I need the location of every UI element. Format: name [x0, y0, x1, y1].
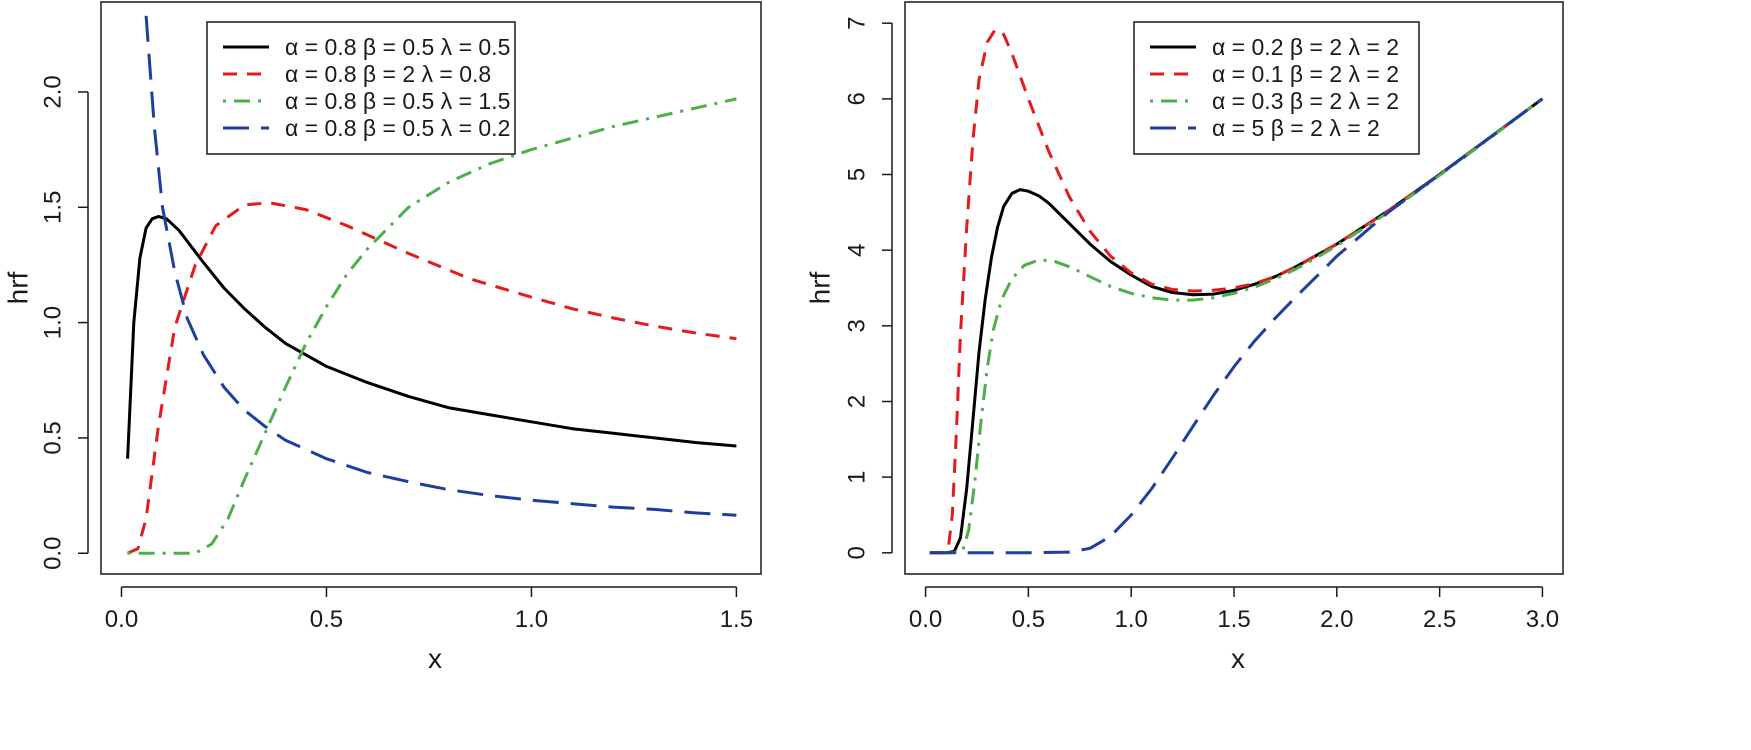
- x-tick-label: 1.5: [1217, 606, 1250, 633]
- series-line-1: [126, 215, 737, 459]
- plot-frame: [100, 1, 762, 575]
- x-tick-label: 0.5: [310, 606, 343, 633]
- legend-label-2: α = 0.8 β = 2 λ = 0.8: [285, 61, 491, 87]
- plot-frame: [904, 1, 1564, 575]
- y-tick-label: 2.0: [39, 75, 66, 108]
- series-group: [126, 15, 737, 555]
- legend-box: [1133, 21, 1420, 155]
- y-tick-label: 3: [843, 319, 870, 332]
- y-axis-label: hrf: [2, 271, 33, 304]
- legend-box: [206, 21, 516, 155]
- legend-label-4: α = 5 β = 2 λ = 2: [1212, 115, 1380, 141]
- legend-label-3: α = 0.8 β = 0.5 λ = 1.5: [285, 88, 510, 114]
- y-tick-label: 0: [843, 546, 870, 559]
- x-tick-label: 2.0: [1320, 606, 1353, 633]
- series-line-3: [929, 97, 1544, 555]
- y-tick-label: 5: [843, 168, 870, 181]
- x-tick-label: 0.5: [1012, 606, 1045, 633]
- y-tick-label: 7: [843, 17, 870, 30]
- legend: α = 0.8 β = 0.5 λ = 0.5α = 0.8 β = 2 λ =…: [206, 21, 516, 155]
- y-tick-label: 4: [843, 243, 870, 256]
- panel-1: 0.0 0.5 1.0 1.5 0.0 0.5 1.0 1.5 2.0 x hrf α = 0.8 β…: [2, 1, 762, 674]
- x-tick-label: 0.0: [909, 606, 942, 633]
- series-line-3: [127, 97, 737, 555]
- legend-label-3: α = 0.3 β = 2 λ = 2: [1212, 88, 1399, 114]
- x-tick-label: 0.0: [105, 606, 138, 633]
- y-tick-label: 6: [843, 92, 870, 105]
- x-axis-label: x: [428, 643, 442, 674]
- panel-2: 0.0 0.5 1.0 1.5 2.0 2.5 3.0 0 1 2 3 4 5 6 7 x hrf α = 0.2…: [804, 1, 1564, 674]
- y-tick-label: 1.0: [39, 306, 66, 339]
- y-tick-label: 0.5: [39, 421, 66, 454]
- series-line-2: [126, 201, 737, 555]
- x-tick-label: 1.0: [1115, 606, 1148, 633]
- legend-label-1: α = 0.2 β = 2 λ = 2: [1212, 34, 1399, 60]
- series-line-4: [144, 15, 737, 517]
- x-axis-label: x: [1231, 643, 1245, 674]
- series-line-4: [929, 97, 1544, 555]
- y-tick-label: 2: [843, 395, 870, 408]
- y-tick-label: 1.5: [39, 191, 66, 224]
- series-line-2: [929, 27, 1544, 555]
- legend-label-2: α = 0.1 β = 2 λ = 2: [1212, 61, 1399, 87]
- y-axis-label: hrf: [804, 271, 835, 304]
- x-tick-label: 2.5: [1423, 606, 1456, 633]
- series-group: [929, 27, 1544, 555]
- legend-label-1: α = 0.8 β = 0.5 λ = 0.5: [285, 34, 510, 60]
- x-tick-label: 3.0: [1526, 606, 1559, 633]
- y-tick-label: 0.0: [39, 537, 66, 570]
- legend-label-4: α = 0.8 β = 0.5 λ = 0.2: [285, 115, 510, 141]
- x-tick-label: 1.0: [515, 606, 548, 633]
- y-tick-label: 1: [843, 470, 870, 483]
- x-tick-label: 1.5: [720, 606, 753, 633]
- legend: α = 0.2 β = 2 λ = 2α = 0.1 β = 2 λ = 2α …: [1133, 21, 1420, 155]
